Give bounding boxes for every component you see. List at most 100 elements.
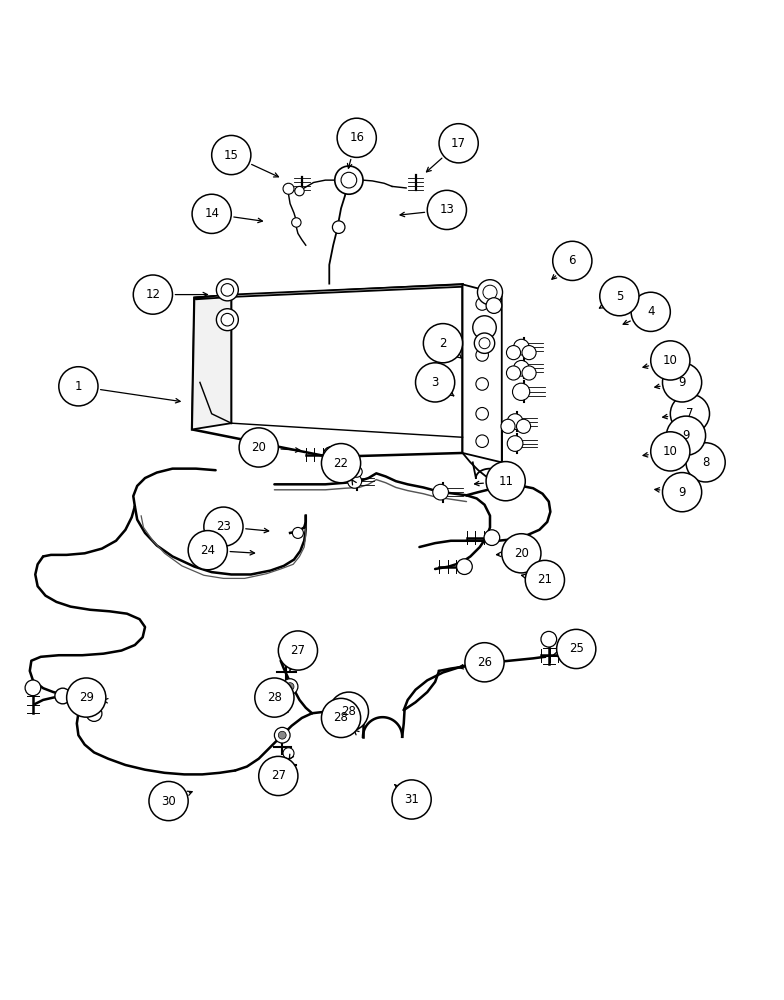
Text: 26: 26 — [477, 656, 492, 669]
Circle shape — [507, 436, 523, 451]
Circle shape — [670, 394, 710, 433]
Circle shape — [522, 366, 536, 380]
Circle shape — [295, 186, 304, 196]
Polygon shape — [192, 284, 463, 457]
Circle shape — [329, 692, 368, 731]
Text: 10: 10 — [663, 354, 677, 367]
Text: 28: 28 — [334, 711, 348, 724]
Circle shape — [501, 419, 515, 433]
Circle shape — [541, 631, 557, 647]
Circle shape — [484, 530, 499, 545]
Circle shape — [239, 428, 278, 467]
Text: 28: 28 — [342, 705, 356, 718]
Circle shape — [517, 419, 531, 433]
Circle shape — [600, 277, 639, 316]
Circle shape — [149, 781, 188, 821]
Circle shape — [506, 366, 521, 380]
Circle shape — [465, 643, 504, 682]
Text: 31: 31 — [405, 793, 419, 806]
Text: 20: 20 — [252, 441, 266, 454]
Text: 3: 3 — [431, 376, 439, 389]
Text: 5: 5 — [615, 290, 623, 303]
Circle shape — [486, 298, 502, 313]
Text: 7: 7 — [686, 407, 694, 420]
Circle shape — [506, 346, 521, 360]
Circle shape — [259, 756, 298, 796]
Text: 1: 1 — [74, 380, 82, 393]
Circle shape — [557, 629, 596, 669]
Text: 9: 9 — [678, 486, 686, 499]
Polygon shape — [463, 284, 502, 462]
Circle shape — [651, 341, 690, 380]
Text: 12: 12 — [145, 288, 161, 301]
Circle shape — [59, 367, 98, 406]
Circle shape — [525, 560, 564, 600]
Text: 13: 13 — [440, 203, 454, 216]
Polygon shape — [194, 284, 463, 299]
Circle shape — [662, 363, 702, 402]
Circle shape — [216, 279, 238, 301]
Circle shape — [476, 407, 488, 420]
Polygon shape — [192, 295, 231, 429]
Text: 4: 4 — [647, 305, 655, 318]
Circle shape — [216, 309, 238, 331]
Circle shape — [204, 507, 243, 546]
Circle shape — [423, 324, 463, 363]
Circle shape — [502, 534, 541, 573]
Circle shape — [651, 432, 690, 471]
Circle shape — [476, 435, 488, 447]
Circle shape — [477, 280, 503, 305]
Circle shape — [292, 527, 303, 538]
Text: 9: 9 — [678, 376, 686, 389]
Circle shape — [476, 349, 488, 361]
Text: 10: 10 — [663, 445, 677, 458]
Circle shape — [337, 118, 376, 157]
Circle shape — [513, 383, 530, 400]
Circle shape — [456, 559, 472, 574]
Circle shape — [558, 647, 574, 663]
Text: 27: 27 — [270, 769, 286, 782]
Circle shape — [188, 531, 227, 570]
Circle shape — [278, 631, 318, 670]
Text: 27: 27 — [290, 644, 306, 657]
Circle shape — [662, 473, 702, 512]
Circle shape — [283, 748, 294, 759]
Circle shape — [321, 444, 361, 483]
Circle shape — [522, 346, 536, 360]
Text: 21: 21 — [537, 573, 553, 586]
Circle shape — [486, 462, 525, 501]
Circle shape — [553, 241, 592, 280]
Circle shape — [278, 731, 286, 739]
Circle shape — [474, 333, 495, 353]
Circle shape — [332, 221, 345, 233]
Circle shape — [514, 360, 529, 376]
Circle shape — [631, 292, 670, 331]
Text: 11: 11 — [498, 475, 514, 488]
Circle shape — [335, 718, 342, 725]
Text: 28: 28 — [267, 691, 281, 704]
Circle shape — [473, 316, 496, 339]
Circle shape — [433, 484, 448, 500]
Text: 8: 8 — [702, 456, 710, 469]
Circle shape — [277, 729, 288, 740]
Circle shape — [347, 474, 361, 488]
Text: 2: 2 — [439, 337, 447, 350]
Text: 23: 23 — [216, 520, 230, 533]
Text: 6: 6 — [568, 254, 576, 267]
Circle shape — [86, 706, 102, 721]
Circle shape — [133, 275, 172, 314]
Circle shape — [283, 183, 294, 194]
Circle shape — [286, 683, 294, 691]
Text: 24: 24 — [200, 544, 216, 557]
Circle shape — [255, 678, 294, 717]
Circle shape — [686, 443, 725, 482]
Circle shape — [282, 679, 298, 694]
Text: 25: 25 — [569, 642, 583, 655]
Circle shape — [212, 135, 251, 175]
Circle shape — [514, 339, 529, 355]
Circle shape — [416, 363, 455, 402]
Circle shape — [292, 218, 301, 227]
Circle shape — [476, 378, 488, 390]
Circle shape — [323, 447, 339, 462]
Text: 22: 22 — [333, 457, 349, 470]
